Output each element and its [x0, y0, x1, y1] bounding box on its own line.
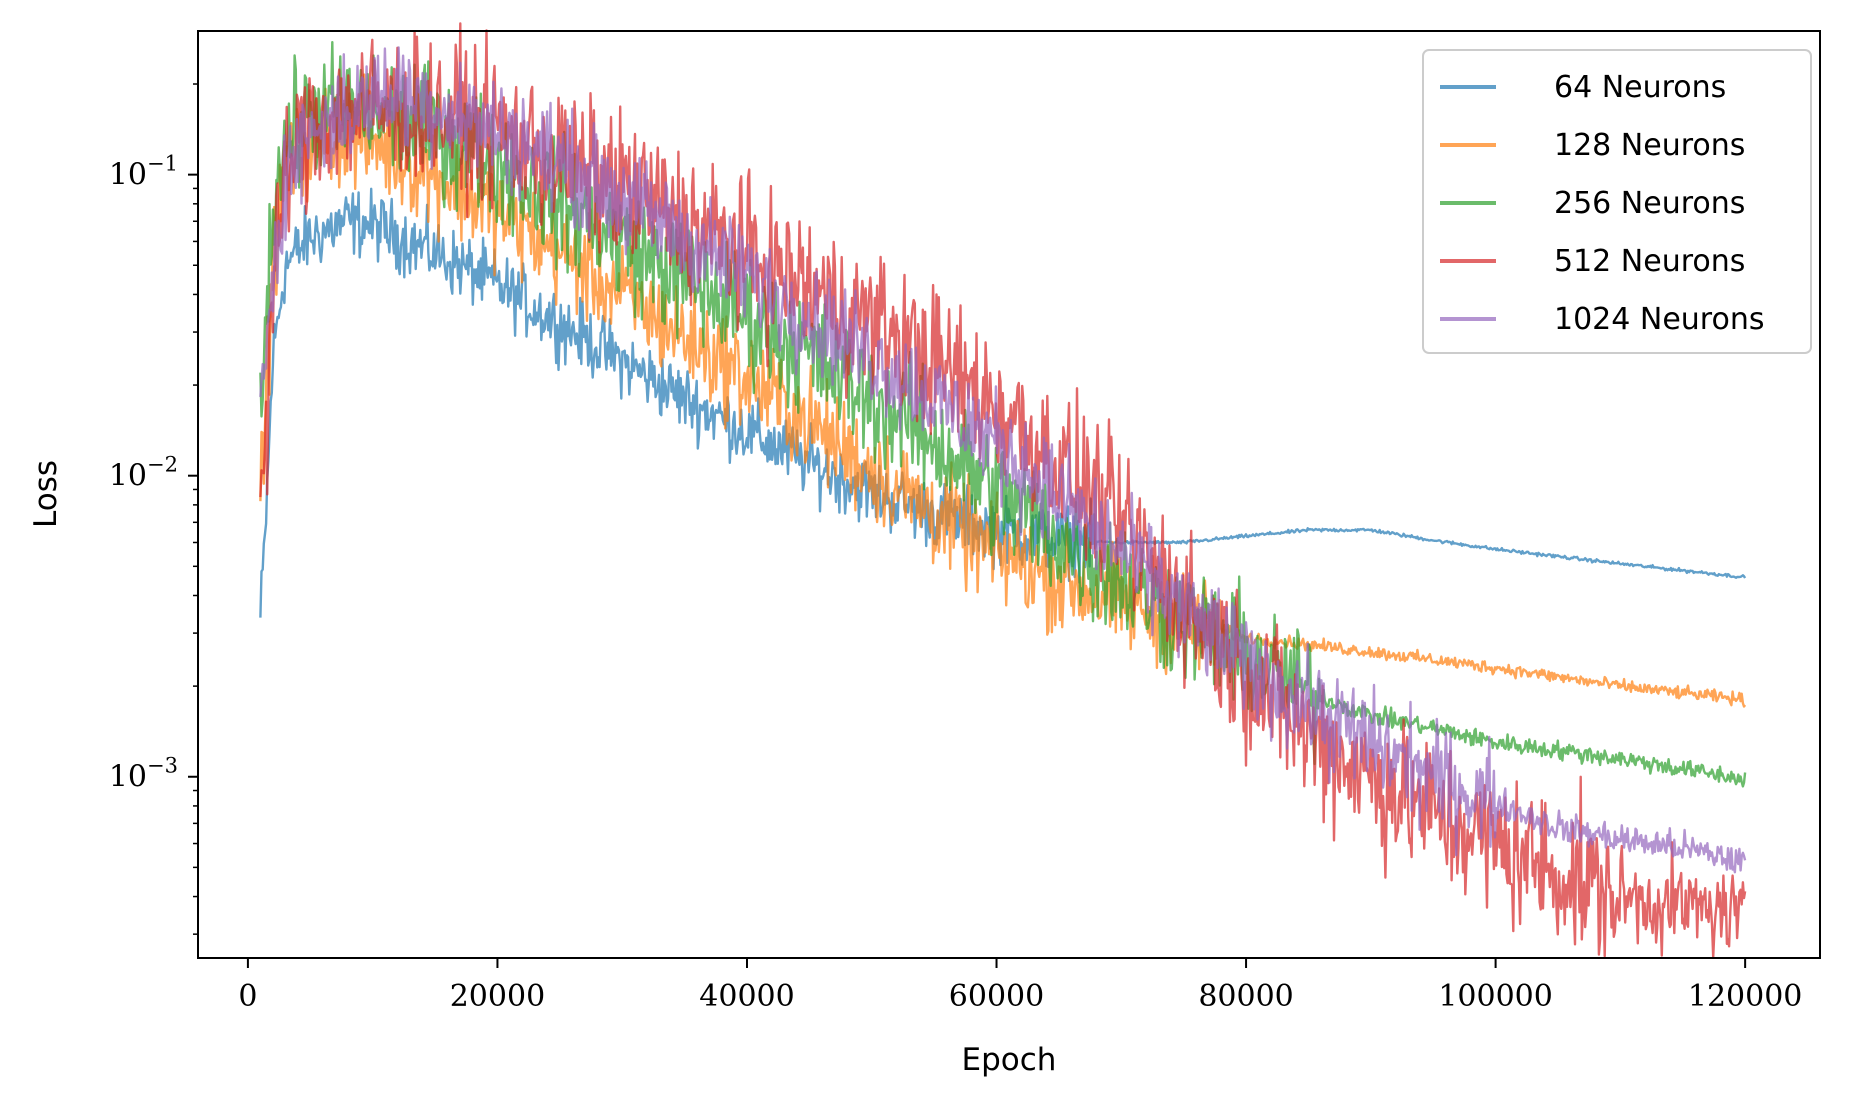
- y-tick-label: 10−3: [109, 754, 178, 795]
- x-tick-label: 60000: [949, 979, 1044, 1014]
- x-axis-ticks: 0 20000 40000 60000 80000 100000 120000: [238, 958, 1802, 1014]
- legend-label: 512 Neurons: [1554, 244, 1745, 279]
- x-tick-label: 20000: [450, 979, 545, 1014]
- legend-label: 64 Neurons: [1554, 70, 1726, 105]
- legend-entries: 64 Neurons 128 Neurons 256 Neurons 512 Neur…: [1440, 70, 1764, 337]
- axes-frame: [197, 30, 1821, 959]
- series-line-1024-neurons: [259, 46, 1747, 874]
- x-tick-label: 120000: [1688, 979, 1803, 1014]
- legend-label: 1024 Neurons: [1554, 302, 1764, 337]
- series-layer: [259, 22, 1747, 959]
- x-tick-label: 0: [238, 979, 257, 1014]
- y-tick-label: 10−1: [109, 152, 178, 193]
- x-tick-label: 40000: [699, 979, 794, 1014]
- x-axis-title: Epoch: [962, 1042, 1057, 1078]
- legend-frame: [1422, 49, 1812, 354]
- legend-label: 128 Neurons: [1554, 128, 1745, 163]
- x-tick-label: 80000: [1198, 979, 1293, 1014]
- y-tick-label: 10−2: [109, 453, 178, 494]
- series-line-128-neurons: [259, 73, 1747, 708]
- x-tick-label: 100000: [1438, 979, 1553, 1014]
- legend: 64 Neurons 128 Neurons 256 Neurons 512 Neur…: [1422, 49, 1812, 354]
- legend-label: 256 Neurons: [1554, 186, 1745, 221]
- y-axis-ticks: 10−1 10−2 10−3: [109, 83, 198, 935]
- y-axis-title: Loss: [28, 460, 64, 528]
